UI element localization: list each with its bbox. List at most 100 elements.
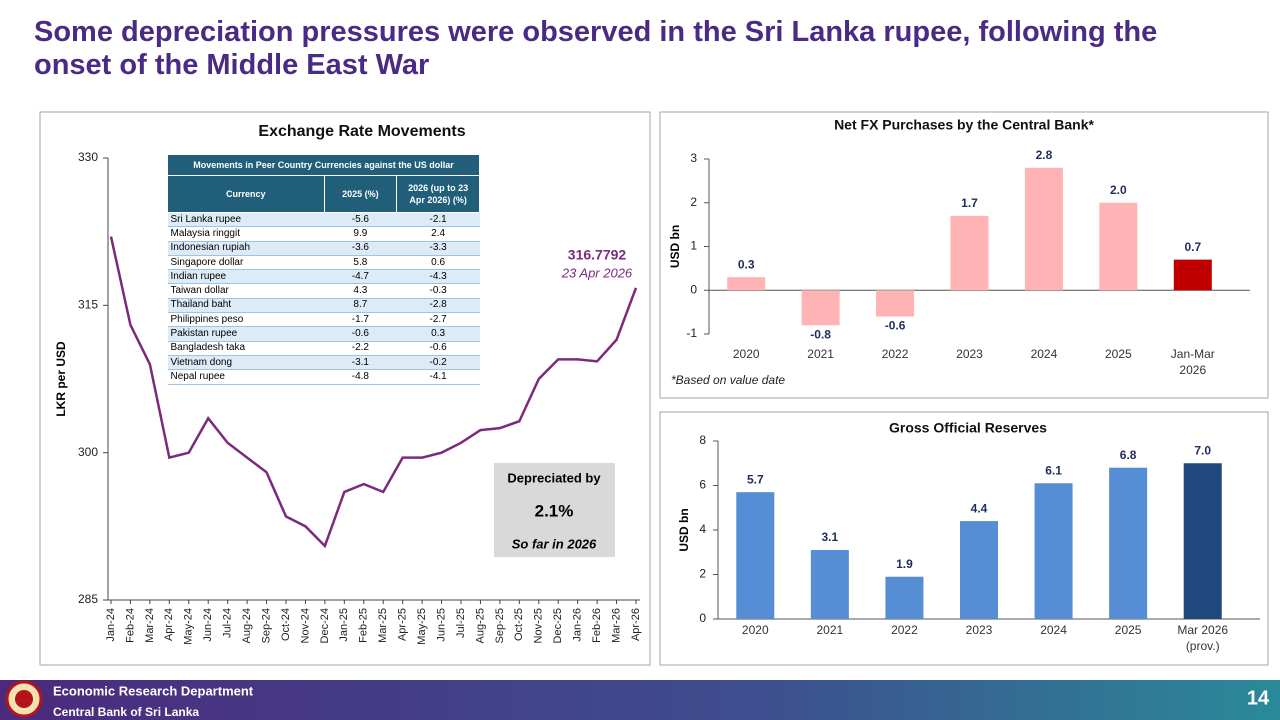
value-label: 6.8: [1120, 448, 1137, 462]
table-cell: -3.1: [324, 355, 397, 371]
x-tick-label: Sep-24: [260, 608, 272, 643]
y-tick-label: 285: [78, 592, 98, 606]
table-cell: -0.6: [396, 341, 480, 356]
value-label: -0.8: [810, 327, 831, 341]
footnote: *Based on value date: [671, 373, 785, 387]
x-tick-label: Jul-25: [455, 608, 467, 638]
x-tick-label: 2025: [1104, 347, 1132, 361]
logo: [15, 690, 33, 708]
table-row: Currency 2025 (%) 2026 (up to 23 Apr 2026)…: [167, 175, 480, 213]
page-number: 14: [1247, 687, 1270, 709]
x-tick-label: Sep-25: [494, 608, 506, 643]
table-cell: -0.2: [396, 355, 480, 371]
x-tick-label: Feb-25: [358, 608, 370, 643]
table-row: Vietnam dong -3.1 -0.2: [167, 355, 480, 371]
y-axis-label: LKR per USD: [54, 341, 68, 417]
value-label: 2.0: [1110, 183, 1127, 197]
table-cell: 0.3: [396, 326, 480, 342]
category-box: 2025: [1104, 347, 1132, 361]
x-tick-label: Oct-25: [513, 608, 525, 641]
table-cell: -3.3: [396, 241, 480, 256]
bar: [1109, 467, 1148, 619]
table-cell: -4.1: [396, 369, 480, 385]
bar: [876, 290, 915, 317]
table-cell: Thailand baht: [167, 298, 324, 314]
bar: [810, 550, 849, 619]
x-tick-label: 2021: [807, 347, 834, 361]
y-axis-label: USD bn: [668, 225, 682, 268]
x-tick-label: Jan-Mar 2026: [1170, 347, 1215, 377]
table-cell: 9.9: [324, 226, 397, 242]
value-label: 1.9: [896, 557, 913, 571]
chart-title: Exchange Rate Movements: [258, 123, 465, 140]
y-tick-label: 4: [699, 522, 706, 536]
table-cell: Indian rupee: [167, 269, 324, 285]
table-row: Philippines peso -1.7 -2.7: [167, 312, 480, 328]
table-row: Movements in Peer Country Currencies aga…: [167, 154, 480, 176]
title-box: Some depreciation pressures were observe…: [34, 16, 1157, 81]
category-box: 2021: [816, 623, 843, 637]
table-cell: Bangladesh taka: [167, 341, 324, 356]
table-cell: -4.7: [324, 269, 397, 285]
bar: [1099, 202, 1138, 291]
y-tick-label: 0: [699, 611, 706, 625]
category-box: Jan-Mar 2026: [1170, 347, 1215, 377]
value-label: 0.3: [738, 257, 755, 271]
x-tick-label: Apr-25: [397, 608, 409, 641]
exchange-rate-line: [109, 236, 638, 549]
bar: [801, 290, 840, 326]
table-cell: 8.7: [324, 298, 397, 314]
x-tick-label: Mar-26: [610, 608, 622, 643]
table-row: Indonesian rupiah -3.6 -3.3: [167, 241, 480, 256]
category-box: 2024: [1040, 623, 1067, 637]
x-tick-label: 2020: [732, 347, 760, 361]
table-cell: -2.8: [396, 298, 480, 314]
y-tick-label: -1: [686, 326, 697, 340]
table-box: Movements in Peer Country Currencies aga…: [167, 154, 480, 385]
y-axis-label: USD bn: [677, 508, 691, 551]
bar: [885, 576, 924, 619]
value-label: 4.4: [971, 501, 988, 515]
table-row: Pakistan rupee -0.6 0.3: [167, 326, 480, 342]
x-tick-label: Jun-25: [435, 608, 447, 642]
table-row: Thailand baht 8.7 -2.8: [167, 298, 480, 314]
footer-bank: Central Bank of Sri Lanka: [53, 705, 199, 719]
table-cell: 2.4: [396, 226, 480, 242]
x-tick-label: 2023: [956, 347, 983, 361]
y-tick-label: 2: [699, 567, 706, 581]
table-row: Taiwan dollar 4.3 -0.3: [167, 283, 480, 299]
category-box: 2020: [741, 623, 769, 637]
footer-bar: [0, 680, 1280, 720]
table-cell: Philippines peso: [167, 312, 324, 328]
category-box: 2021: [807, 347, 834, 361]
category-box: 2025: [1115, 623, 1142, 637]
x-tick-label: Aug-24: [241, 608, 253, 643]
y-tick-label: 330: [78, 150, 98, 164]
table-cell: Malaysia ringgit: [167, 226, 324, 242]
table-cell: Pakistan rupee: [167, 326, 324, 342]
table-cell: 4.3: [324, 283, 397, 299]
table-header: 2025 (%): [323, 175, 398, 213]
y-tick-label: 3: [690, 151, 697, 165]
category-box: Mar 2026 (prov.): [1177, 623, 1228, 653]
x-tick-label: Jan-26: [572, 608, 584, 642]
callout-note: So far in 2026: [512, 536, 597, 551]
bar: [1183, 463, 1222, 619]
table-cell: -5.6: [324, 212, 397, 228]
bar: [736, 492, 775, 619]
x-tick-label: Oct-24: [280, 608, 292, 641]
x-tick-label: 2020: [741, 623, 769, 637]
x-tick-label: Feb-26: [591, 608, 603, 643]
y-tick-label: 0: [690, 282, 697, 296]
y-tick-label: 300: [78, 445, 98, 459]
table-cell: -2.7: [396, 312, 480, 328]
table-cell: -2.1: [396, 212, 480, 228]
table-cell: 0.6: [396, 255, 480, 271]
bar: [1173, 259, 1212, 291]
category-box: 2024: [1031, 347, 1058, 361]
x-tick-label: May-24: [183, 608, 195, 645]
table-cell: -0.6: [324, 326, 397, 342]
x-tick-label: Jan-25: [338, 608, 350, 642]
x-tick-label: Jul-24: [222, 608, 234, 638]
